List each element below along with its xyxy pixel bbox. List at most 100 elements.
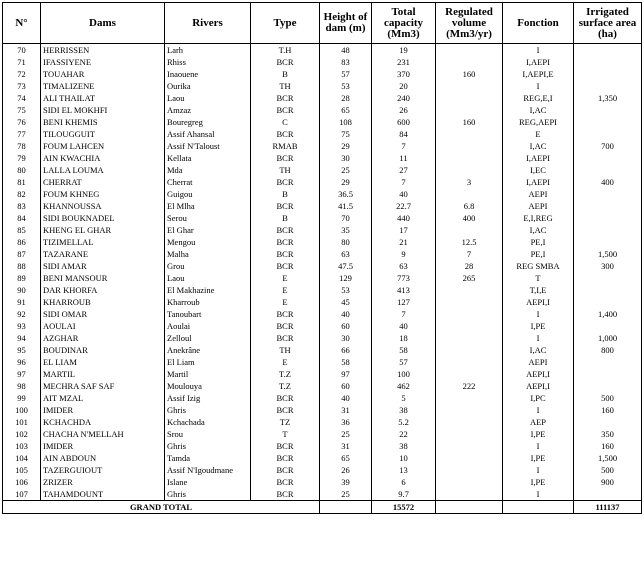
cell: Tamda <box>164 452 251 464</box>
cell: T.Z <box>250 368 320 380</box>
table-row: 101 KCHACHDA Kchachada TZ 36 5.2 AEP <box>2 416 642 428</box>
cell: 28 <box>435 260 503 272</box>
cell <box>573 236 642 248</box>
table-row: 74 ALI THAILAT Laou BCR 28 240 REG,E,I 1,350 <box>2 92 642 104</box>
cell: 462 <box>371 380 436 392</box>
cell: BCR <box>250 488 320 501</box>
cell: 40 <box>319 392 372 404</box>
cell: 47.5 <box>319 260 372 272</box>
cell: Larh <box>164 43 251 56</box>
cell: TZ <box>250 416 320 428</box>
cell: 39 <box>319 476 372 488</box>
cell: FOUM KHNEG <box>40 188 165 200</box>
cell <box>573 56 642 68</box>
cell <box>573 284 642 296</box>
table-row: 77 TILOUGGUIT Assif Ahansal BCR 75 84 E <box>2 128 642 140</box>
cell: PE,I <box>502 248 574 260</box>
cell: I <box>502 43 574 56</box>
cell: 98 <box>2 380 41 392</box>
cell: 63 <box>319 248 372 260</box>
cell: 107 <box>2 488 41 501</box>
cell: 78 <box>2 140 41 152</box>
cell: AIN KWACHIA <box>40 152 165 164</box>
table-row: 91 KHARROUB Kharroub E 45 127 AEPI,I <box>2 296 642 308</box>
cell: 500 <box>573 392 642 404</box>
cell: AZGHAR <box>40 332 165 344</box>
cell: BCR <box>250 404 320 416</box>
cell: AOULAI <box>40 320 165 332</box>
cell: 81 <box>2 176 41 188</box>
cell: 222 <box>435 380 503 392</box>
cell <box>573 416 642 428</box>
header-row: N° Dams Rivers Type Height of dam (m) Total c… <box>2 2 642 44</box>
cell: TH <box>250 344 320 356</box>
cell: Assif N'Taloust <box>164 140 251 152</box>
table-row: 92 SIDI OMAR Tanoubart BCR 40 7 I 1,400 <box>2 308 642 320</box>
cell: TH <box>250 80 320 92</box>
cell: 87 <box>2 248 41 260</box>
table-row: 83 KHANNOUSSA El Mlha BCR 41.5 22.7 6.8 AEPI <box>2 200 642 212</box>
cell: I,PE <box>502 452 574 464</box>
cell: 45 <box>319 296 372 308</box>
table-row: 80 LALLA LOUMA Mda TH 25 27 I,EC <box>2 164 642 176</box>
table-row: 78 FOUM LAHCEN Assif N'Taloust RMAB 29 7 I,AC 7… <box>2 140 642 152</box>
cell: 19 <box>371 43 436 56</box>
cell: BCR <box>250 152 320 164</box>
table-row: 90 DAR KHORFA El Makhazine E 53 413 T,I,E <box>2 284 642 296</box>
table-row: 71 IFASSIYENE Rhiss BCR 83 231 I,AEPI <box>2 56 642 68</box>
table-row: 81 CHERRAT Cherrat BCR 29 7 3 I,AEPI 400 <box>2 176 642 188</box>
cell: Serou <box>164 212 251 224</box>
cell: BCR <box>250 56 320 68</box>
column-header: Irrigated surface area (ha) <box>573 2 642 44</box>
cell: 30 <box>319 152 372 164</box>
cell: 53 <box>319 80 372 92</box>
cell: RMAB <box>250 140 320 152</box>
cell: TIZIMELLAL <box>40 236 165 248</box>
cell: 70 <box>319 212 372 224</box>
total-row: GRAND TOTAL 15572 111137 <box>2 500 642 514</box>
cell <box>573 212 642 224</box>
cell <box>435 428 503 440</box>
cell <box>573 152 642 164</box>
cell <box>435 56 503 68</box>
cell: 91 <box>2 296 41 308</box>
cell: 97 <box>2 368 41 380</box>
cell <box>573 80 642 92</box>
table-row: 87 TAZARANE Malha BCR 63 9 7 PE,I 1,500 <box>2 248 642 260</box>
cell: I,AC <box>502 140 574 152</box>
cell: 18 <box>371 332 436 344</box>
cell: B <box>250 68 320 80</box>
cell: E <box>502 128 574 140</box>
cell: EL LIAM <box>40 356 165 368</box>
table-row: 79 AIN KWACHIA Kellata BCR 30 11 I,AEPI <box>2 152 642 164</box>
cell <box>573 164 642 176</box>
cell <box>573 320 642 332</box>
table-row: 100 IMIDER Ghris BCR 31 38 I 160 <box>2 404 642 416</box>
cell: TIMALIZENE <box>40 80 165 92</box>
cell: 1,500 <box>573 248 642 260</box>
cell <box>573 272 642 284</box>
cell: 90 <box>2 284 41 296</box>
cell: 80 <box>2 164 41 176</box>
table-row: 84 SIDI BOUKNADEL Serou B 70 440 400 E,I,REG <box>2 212 642 224</box>
cell: 65 <box>319 452 372 464</box>
cell: Cherrat <box>164 176 251 188</box>
cell: 231 <box>371 56 436 68</box>
cell: FOUM LAHCEN <box>40 140 165 152</box>
cell: El Ghar <box>164 224 251 236</box>
cell: Laou <box>164 92 251 104</box>
cell: Malha <box>164 248 251 260</box>
cell: 77 <box>2 128 41 140</box>
cell: 7 <box>371 308 436 320</box>
cell: PE,I <box>502 236 574 248</box>
cell <box>573 380 642 392</box>
table-row: 76 BENI KHEMIS Bouregreg C 108 600 160 REG,AEPI <box>2 116 642 128</box>
cell: TOUAHAR <box>40 68 165 80</box>
cell: SIDI BOUKNADEL <box>40 212 165 224</box>
cell <box>435 464 503 476</box>
table-row: 72 TOUAHAR Inaouene B 57 370 160 I,AEPI,E <box>2 68 642 80</box>
cell: I <box>502 404 574 416</box>
cell: TAZERGUIOUT <box>40 464 165 476</box>
cell <box>435 104 503 116</box>
cell: I <box>502 488 574 501</box>
